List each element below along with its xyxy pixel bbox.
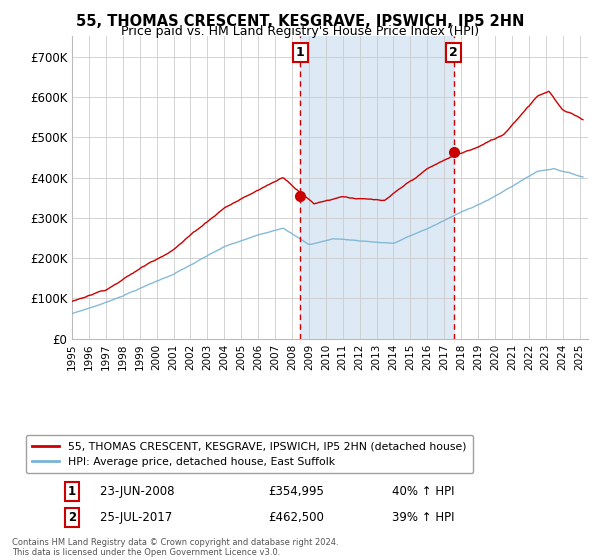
Text: 25-JUL-2017: 25-JUL-2017 bbox=[85, 511, 172, 524]
Text: 39% ↑ HPI: 39% ↑ HPI bbox=[392, 511, 454, 524]
Text: 55, THOMAS CRESCENT, KESGRAVE, IPSWICH, IP5 2HN: 55, THOMAS CRESCENT, KESGRAVE, IPSWICH, … bbox=[76, 14, 524, 29]
Text: Contains HM Land Registry data © Crown copyright and database right 2024.
This d: Contains HM Land Registry data © Crown c… bbox=[12, 538, 338, 557]
Text: 40% ↑ HPI: 40% ↑ HPI bbox=[392, 485, 454, 498]
Text: 23-JUN-2008: 23-JUN-2008 bbox=[85, 485, 175, 498]
Legend: 55, THOMAS CRESCENT, KESGRAVE, IPSWICH, IP5 2HN (detached house), HPI: Average p: 55, THOMAS CRESCENT, KESGRAVE, IPSWICH, … bbox=[26, 435, 473, 473]
Text: 2: 2 bbox=[68, 511, 76, 524]
Text: 1: 1 bbox=[68, 485, 76, 498]
Text: Price paid vs. HM Land Registry's House Price Index (HPI): Price paid vs. HM Land Registry's House … bbox=[121, 25, 479, 38]
Text: 1: 1 bbox=[296, 46, 304, 59]
Bar bbox=[300, 36, 454, 339]
Text: £354,995: £354,995 bbox=[268, 485, 324, 498]
Text: £462,500: £462,500 bbox=[268, 511, 324, 524]
Text: 2: 2 bbox=[449, 46, 458, 59]
